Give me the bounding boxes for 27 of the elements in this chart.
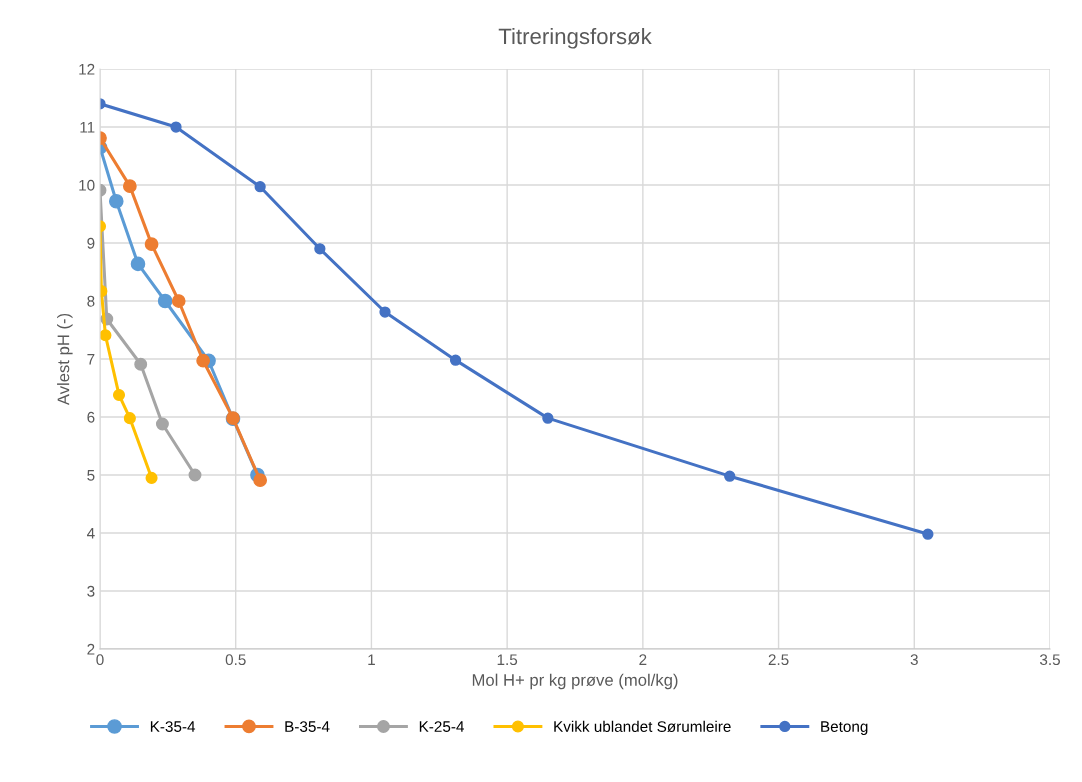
y-tick-label: 7 xyxy=(87,354,95,365)
y-tick-label: 9 xyxy=(87,237,95,249)
legend-label: Kvikk ublandet Sørumleire xyxy=(554,720,731,733)
x-tick-label: 2 xyxy=(639,654,647,665)
x-tick-label: 1 xyxy=(368,654,375,665)
y-tick-label: 3 xyxy=(87,585,95,597)
y-tick-label: 4 xyxy=(86,528,95,539)
y-tick-label: 12 xyxy=(79,63,95,75)
y-axis-title: Avlest pH (-) xyxy=(57,313,73,406)
legend-label: Betong xyxy=(821,721,868,735)
chart-title: Titreringsforsøk xyxy=(498,27,652,49)
x-tick-label: 0 xyxy=(96,654,104,666)
x-tick-label: 2.5 xyxy=(768,654,789,666)
y-tick-label: 10 xyxy=(79,179,95,191)
y-tick-label: 8 xyxy=(87,295,95,307)
y-tick-label: 6 xyxy=(87,411,95,423)
legend-label: K-25-4 xyxy=(419,721,464,732)
y-tick-label: 2 xyxy=(87,643,95,655)
legend-label: K-35-4 xyxy=(150,721,196,732)
x-tick-label: 0.5 xyxy=(225,654,246,666)
x-tick-label: 3 xyxy=(910,654,918,666)
legend-label: B-35-4 xyxy=(285,721,330,732)
y-tick-label: 5 xyxy=(87,470,95,481)
x-axis-title: Mol H+ pr kg prøve (mol/kg) xyxy=(472,673,678,690)
x-tick-label: 1.5 xyxy=(497,654,518,666)
x-tick-label: 3.5 xyxy=(1039,654,1060,666)
y-tick-label: 11 xyxy=(80,122,95,133)
